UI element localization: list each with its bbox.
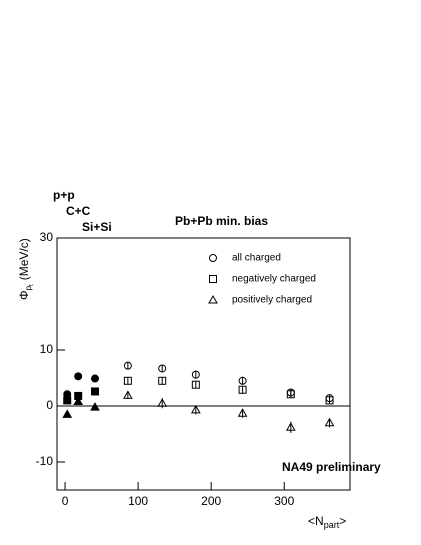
legend-marker <box>209 275 217 283</box>
x-tick-label: 300 <box>274 494 294 508</box>
marker <box>157 398 168 407</box>
marker <box>74 372 83 381</box>
y-tick-label: 30 <box>40 230 54 244</box>
marker <box>123 361 132 370</box>
marker <box>90 402 100 411</box>
y-label: Φpt(MeV/c) <box>17 238 34 300</box>
marker <box>158 376 167 385</box>
marker <box>286 390 295 399</box>
marker <box>158 364 167 373</box>
annotation: C+C <box>66 204 91 218</box>
marker <box>191 370 200 379</box>
x-tick-label: 100 <box>128 494 148 508</box>
legend-label: positively charged <box>232 295 312 306</box>
legend-label: all charged <box>232 253 281 264</box>
x-label: <Npart> <box>308 514 346 530</box>
chart-title: Pb+Pb min. bias <box>175 214 268 228</box>
marker <box>237 408 248 417</box>
marker <box>238 385 247 394</box>
marker <box>324 417 335 427</box>
annotation: p+p <box>53 188 75 202</box>
legend-label: negatively charged <box>232 274 316 285</box>
marker <box>90 374 99 383</box>
marker <box>325 396 334 405</box>
x-tick-label: 0 <box>62 494 69 508</box>
y-axis-label: Φpt(MeV/c) <box>17 238 34 300</box>
annotation: Si+Si <box>82 220 112 234</box>
marker <box>190 404 201 414</box>
marker <box>90 387 99 396</box>
legend-marker <box>209 254 217 262</box>
legend-marker <box>208 294 218 304</box>
marker <box>191 380 200 389</box>
marker <box>123 390 133 399</box>
y-tick-label: -10 <box>36 454 54 468</box>
y-tick-label: 0 <box>46 398 53 412</box>
marker <box>73 396 84 406</box>
marker <box>63 396 72 405</box>
y-tick-label: 10 <box>40 342 54 356</box>
marker <box>285 422 296 431</box>
marker <box>123 376 132 385</box>
x-tick-label: 200 <box>201 494 221 508</box>
marker <box>238 376 247 385</box>
marker <box>62 409 73 418</box>
annotation: NA49 preliminary <box>282 460 381 474</box>
plot-frame <box>56 237 351 491</box>
